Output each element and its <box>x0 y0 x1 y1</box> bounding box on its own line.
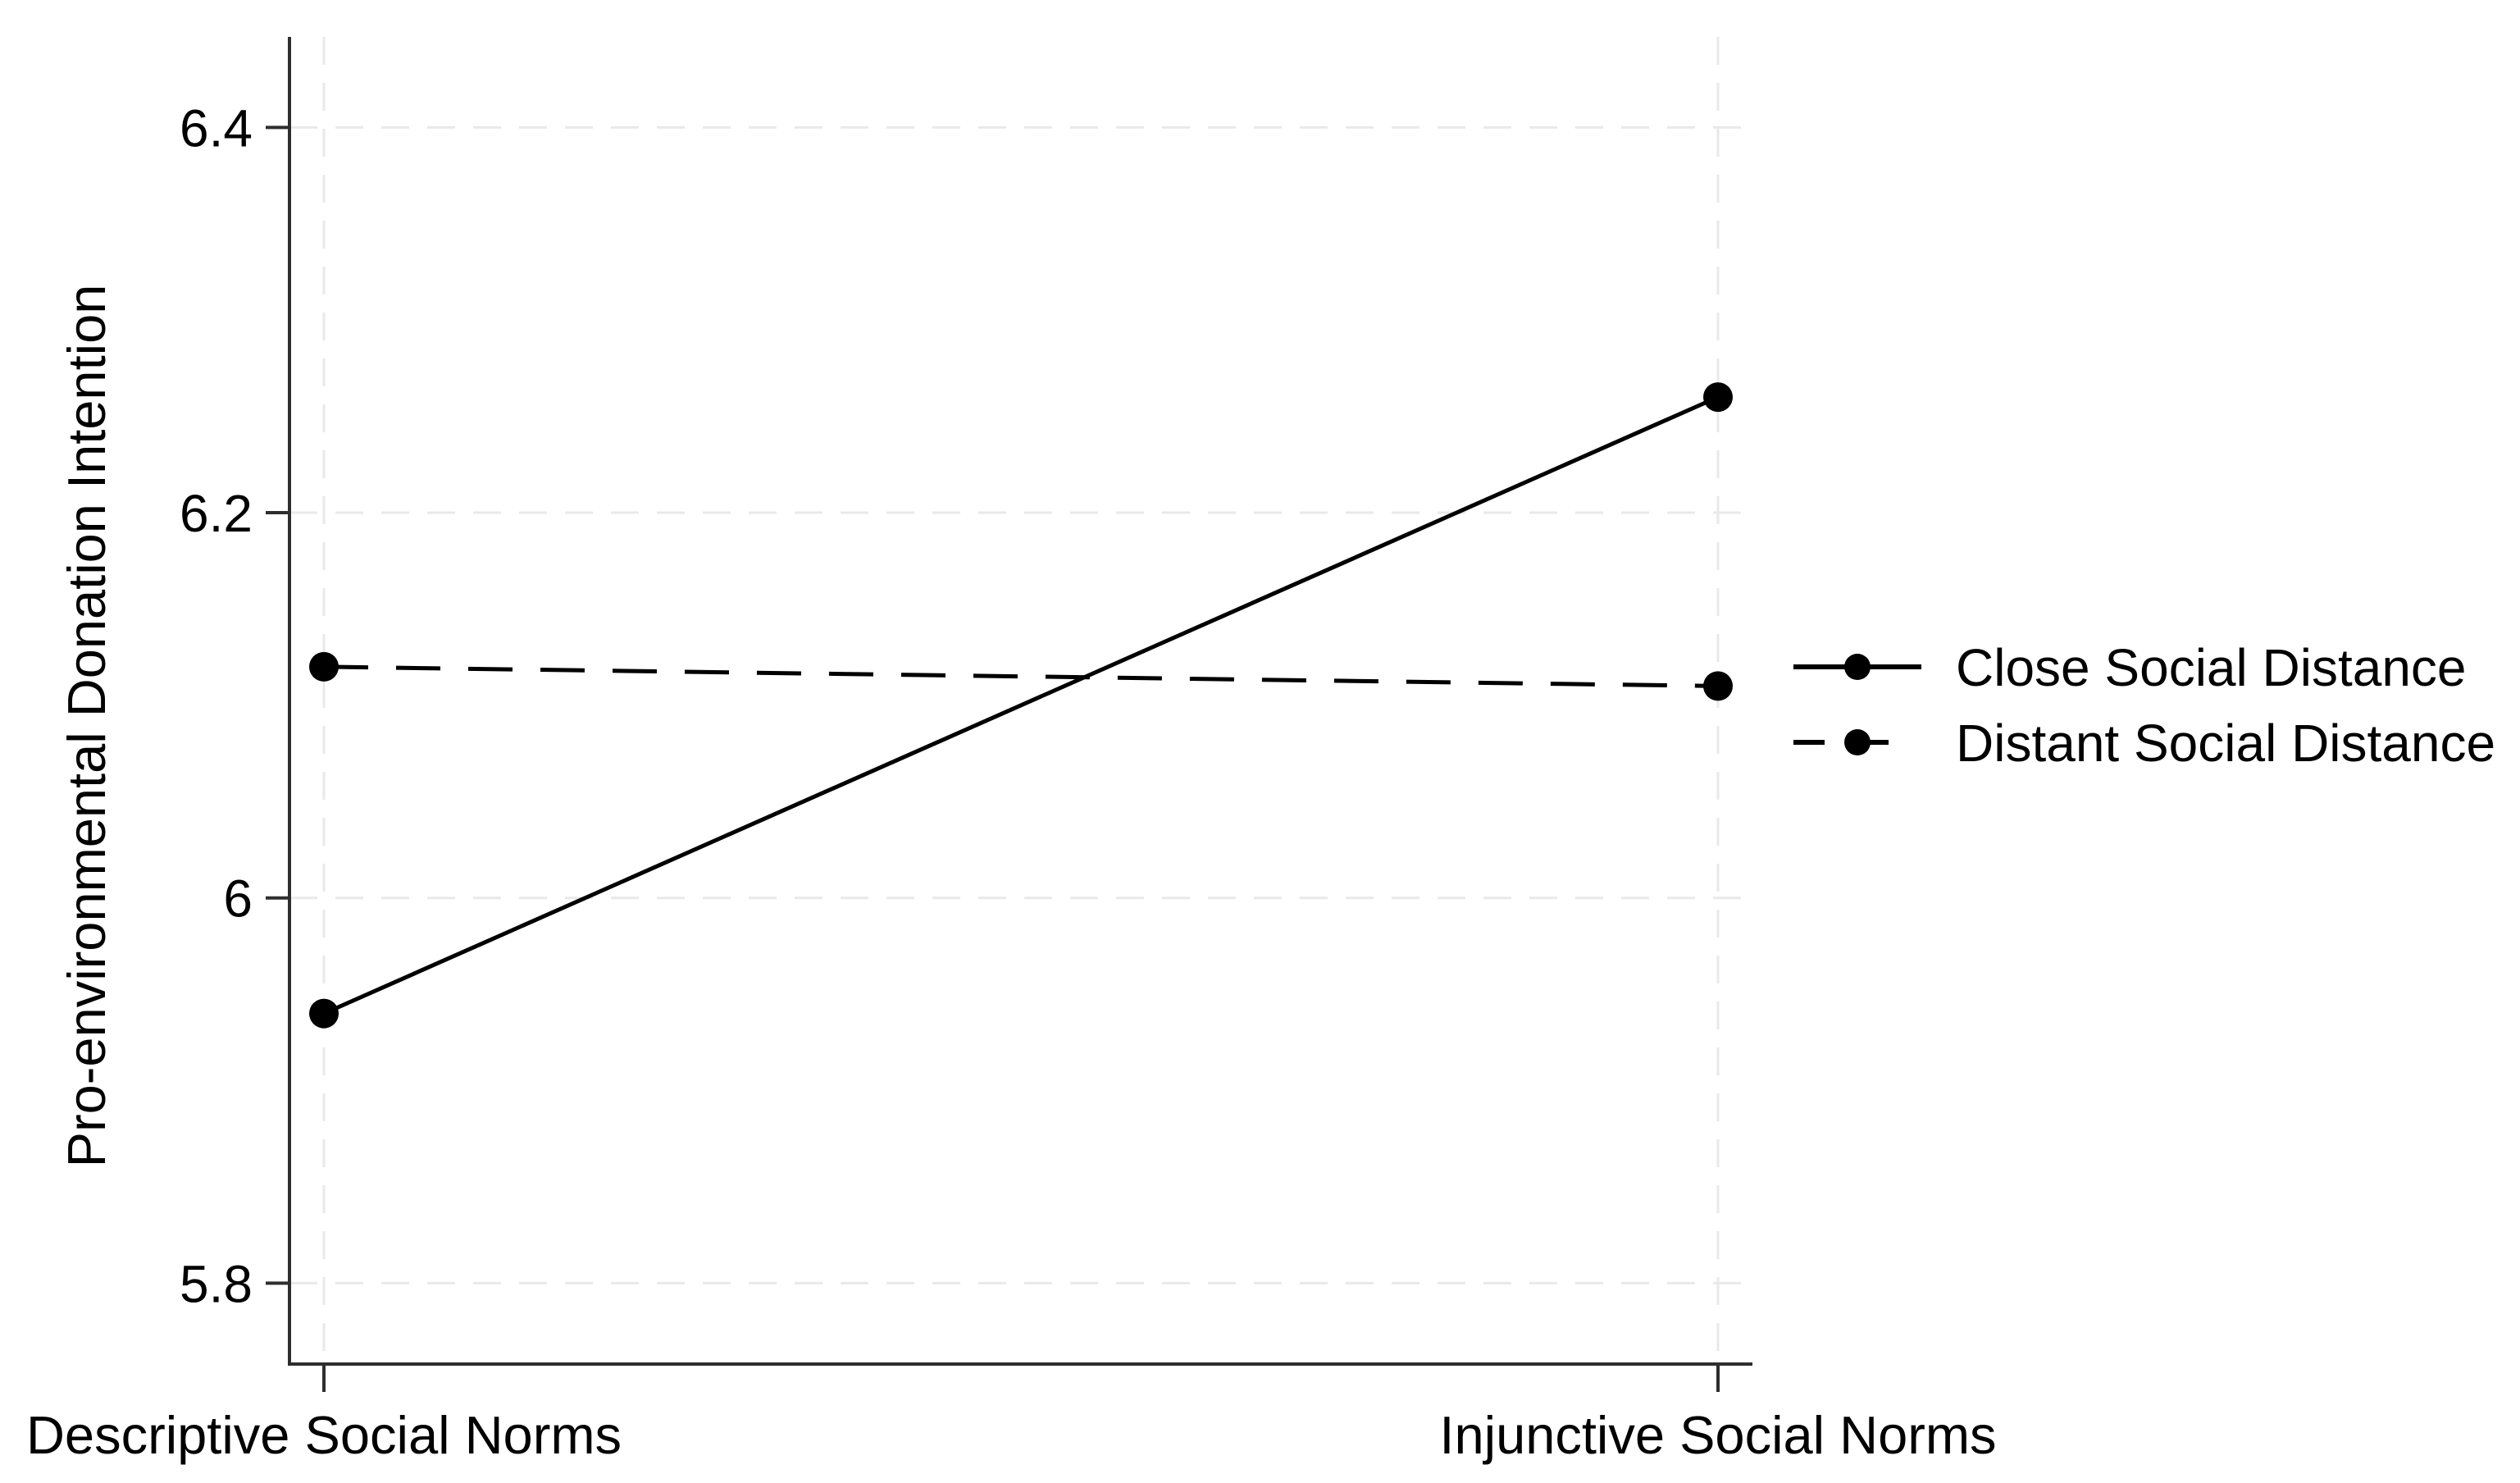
series-line-1 <box>323 664 1719 688</box>
legend-marker-dot-1 <box>1844 729 1871 755</box>
y-tick-label-1: 6 <box>223 869 253 929</box>
legend-label-1: Distant Social Distance <box>1956 714 2495 773</box>
legend-label-0: Close Social Distance <box>1956 638 2467 697</box>
series-0-data-point-marker-1 <box>1703 382 1733 413</box>
series-line-0 <box>322 395 1720 1015</box>
x-category-label-1: Injunctive Social Norms <box>1439 1405 1996 1465</box>
y-tick-label-2: 6.2 <box>180 484 253 543</box>
series-1-data-point-marker-1 <box>1703 671 1733 701</box>
x-category-label-0: Descriptive Social Norms <box>26 1405 622 1465</box>
series-0-data-point-marker-0 <box>309 998 339 1029</box>
series-1-data-point-marker-0 <box>309 651 339 682</box>
y-axis-title: Pro-environmental Donation Intention <box>57 285 116 1168</box>
legend-marker-dot-0 <box>1844 654 1871 680</box>
y-tick-label-3: 6.4 <box>180 98 253 157</box>
y-tick-label-0: 5.8 <box>180 1254 253 1313</box>
